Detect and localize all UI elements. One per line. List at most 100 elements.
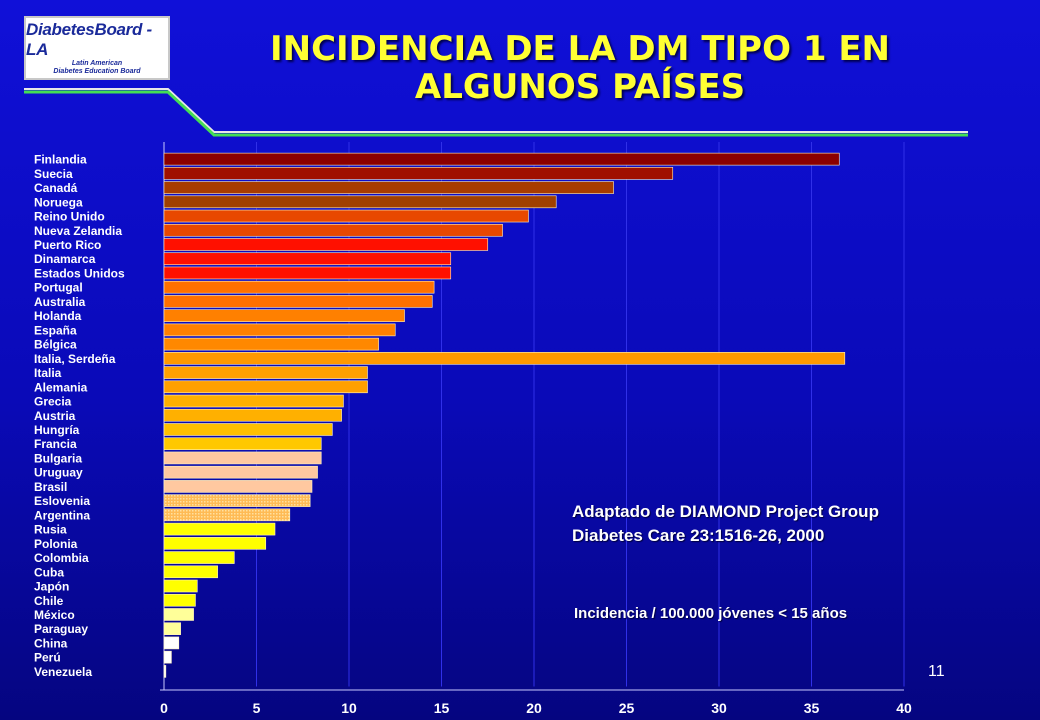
- category-label: Eslovenia: [34, 494, 90, 508]
- logo-line-2: Diabetes Education Board: [53, 68, 141, 75]
- category-label: Portugal: [34, 281, 83, 295]
- logo-name: DiabetesBoard - LA: [26, 20, 152, 59]
- bar-34: [163, 636, 180, 650]
- category-label: Brasil: [34, 480, 67, 494]
- bar-36: [163, 665, 167, 678]
- category-label: Paraguay: [34, 622, 88, 636]
- bar-31: [163, 593, 196, 607]
- x-tick-label: 40: [896, 700, 912, 716]
- source-line-2: Diabetes Care 23:1516-26, 2000: [572, 526, 825, 545]
- bar-8: [163, 266, 452, 280]
- title-divider: [24, 88, 968, 137]
- category-label: Reino Unido: [34, 210, 105, 224]
- bar-33: [163, 622, 181, 636]
- bar-13: [163, 337, 379, 351]
- title-line-2: ALGUNOS PAÍSES: [414, 67, 746, 107]
- divider-line-green: [24, 90, 968, 137]
- bar-25: [163, 508, 291, 522]
- bar-0: [163, 152, 840, 166]
- x-tick-label: 10: [341, 700, 357, 716]
- category-label: Chile: [34, 594, 64, 608]
- category-label: Dinamarca: [34, 252, 96, 266]
- category-label: Canadá: [34, 181, 78, 195]
- x-tick-label: 15: [434, 700, 450, 716]
- logo: DiabetesBoard - LA Latin American Diabet…: [24, 16, 170, 80]
- category-label: Austria: [34, 409, 76, 423]
- bar-24: [163, 494, 311, 507]
- bar-11: [163, 309, 405, 322]
- x-tick-label: 0: [160, 700, 168, 716]
- category-label: Suecia: [34, 167, 73, 181]
- source-note: Adaptado de DIAMOND Project Group Diabet…: [572, 500, 879, 548]
- unit-note: Incidencia / 100.000 jóvenes < 15 años: [574, 605, 848, 622]
- title-line-1: INCIDENCIA DE LA DM TIPO 1 EN: [269, 29, 891, 69]
- logo-line-1: Latin American: [71, 60, 123, 67]
- category-label: Polonia: [34, 537, 78, 551]
- category-label: Italia: [34, 366, 62, 380]
- bar-19: [163, 423, 333, 436]
- bar-3: [163, 195, 557, 209]
- category-label: Hungría: [34, 423, 80, 437]
- category-label: Grecia: [34, 395, 72, 409]
- bar-26: [163, 522, 276, 536]
- bar-28: [163, 551, 235, 564]
- category-label: Rusia: [34, 523, 67, 537]
- bar-7: [163, 252, 452, 266]
- category-label: Australia: [34, 295, 86, 309]
- category-label: Italia, Serdeña: [34, 352, 116, 366]
- bar-18: [163, 408, 342, 422]
- bar-16: [163, 380, 368, 394]
- bar-22: [163, 465, 318, 479]
- x-tick-label: 30: [711, 700, 727, 716]
- category-label: Cuba: [34, 565, 64, 579]
- bar-4: [163, 209, 529, 223]
- bar-6: [163, 238, 489, 251]
- bar-2: [163, 181, 614, 194]
- divider-line-light: [24, 88, 968, 133]
- x-tick-label: 20: [526, 700, 542, 716]
- bar-35: [163, 650, 172, 664]
- bar-15: [163, 366, 368, 379]
- bar-9: [163, 280, 435, 294]
- bar-17: [163, 394, 344, 408]
- category-label: Perú: [34, 651, 61, 665]
- bar-23: [163, 480, 313, 493]
- x-tick-label: 5: [253, 700, 261, 716]
- page-title: INCIDENCIA DE LA DM TIPO 1 EN ALGUNOS PA…: [200, 30, 960, 106]
- source-line-1: Adaptado de DIAMOND Project Group: [572, 502, 879, 521]
- x-tick-label: 25: [619, 700, 635, 716]
- bar-5: [163, 223, 503, 237]
- bar-29: [163, 565, 218, 579]
- category-label: Finlandia: [34, 153, 87, 167]
- bar-14: [163, 352, 846, 365]
- category-label: Estados Unidos: [34, 266, 125, 280]
- category-label: Colombia: [34, 551, 89, 565]
- category-label: Nueva Zelandia: [34, 224, 122, 238]
- category-label: Venezuela: [34, 665, 92, 679]
- category-label: Bélgica: [34, 338, 77, 352]
- bar-10: [163, 295, 433, 308]
- x-tick-label: 35: [804, 700, 820, 716]
- category-label: Noruega: [34, 195, 83, 209]
- category-label: Argentina: [34, 508, 90, 522]
- category-label: Alemania: [34, 380, 88, 394]
- bar-30: [163, 579, 198, 593]
- bar-21: [163, 451, 322, 465]
- category-label: Uruguay: [34, 466, 83, 480]
- category-label: Bulgaria: [34, 451, 82, 465]
- category-label: China: [34, 636, 68, 650]
- category-label: México: [34, 608, 75, 622]
- bar-1: [163, 167, 674, 180]
- category-label: Francia: [34, 437, 77, 451]
- page-number: 11: [928, 663, 945, 680]
- bar-32: [163, 608, 194, 621]
- category-label: Puerto Rico: [34, 238, 101, 252]
- bar-20: [163, 437, 322, 451]
- category-label: Japón: [34, 580, 69, 594]
- bar-27: [163, 537, 267, 550]
- bar-12: [163, 323, 396, 337]
- category-label: Holanda: [34, 309, 82, 323]
- category-label: España: [34, 323, 77, 337]
